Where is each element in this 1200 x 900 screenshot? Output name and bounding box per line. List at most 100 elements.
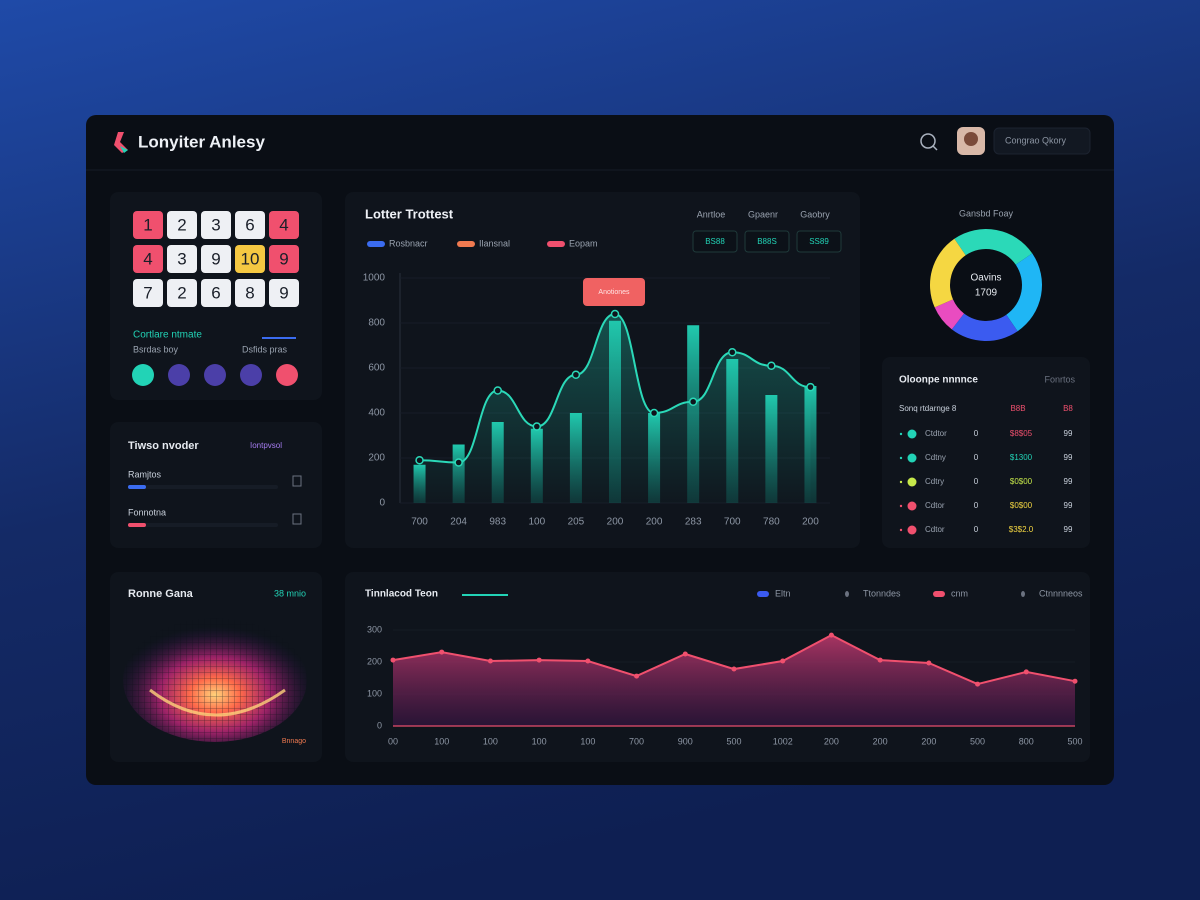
y-tick-label: 100 (367, 688, 382, 698)
table-cell: 99 (1064, 501, 1073, 510)
filter-button[interactable] (744, 230, 790, 253)
donut-segment (934, 299, 965, 330)
sub-label: Bsrdas boy (133, 344, 179, 354)
number-label: 9 (279, 283, 288, 302)
x-tick-label: 780 (763, 517, 780, 528)
table-cell: 0 (974, 501, 979, 510)
x-tick-label: 500 (726, 736, 741, 746)
row-dot (907, 453, 917, 463)
selector-dot[interactable] (276, 364, 298, 386)
x-tick-label: 500 (1067, 736, 1082, 746)
y-tick-label: 0 (377, 720, 382, 730)
heatmap-grid (123, 618, 307, 742)
legend-label: Ttonndes (863, 588, 901, 598)
panel-title: Ronne Gana (128, 588, 194, 600)
number-cell (133, 279, 163, 307)
x-tick-label: 700 (629, 736, 644, 746)
legend-swatch (845, 591, 849, 597)
app-title: Lonyiter Anlesy (138, 132, 265, 151)
donut-title: Gansbd Foay (959, 208, 1014, 218)
line-point (571, 370, 581, 379)
table-cell: 0 (974, 429, 979, 438)
number-label: 6 (211, 283, 220, 302)
row-dot (907, 477, 917, 487)
row-bullet (899, 432, 903, 436)
chart-title: Tinnlacod Teon (365, 589, 438, 600)
filter-button-label: BS88 (705, 237, 725, 246)
area-point (877, 657, 883, 663)
number-label: 2 (177, 215, 186, 234)
panel-label: Cortlare ntmate (133, 330, 202, 341)
filter-button-label: B88S (757, 237, 777, 246)
y-tick-label: 400 (368, 408, 385, 419)
filter-label: Gaobry (800, 209, 830, 219)
row-bullet (899, 528, 903, 532)
line-point (454, 458, 463, 467)
table-title: Oloonpe nnnnce (899, 375, 978, 386)
area-fill (393, 635, 1075, 726)
row-bullet (899, 456, 903, 460)
row-dot (907, 429, 917, 439)
panel-tag: Iontpvsol (250, 441, 282, 450)
area-point (1023, 669, 1029, 675)
area-point (975, 681, 981, 687)
number-label: 3 (177, 249, 186, 268)
filter-button[interactable] (692, 230, 738, 253)
table-cell: $3$2.0 (1009, 525, 1034, 534)
x-tick-label: 1002 (773, 736, 793, 746)
filter-button-label: SS89 (809, 237, 829, 246)
number-label: 10 (241, 249, 260, 268)
legend-label: Eopam (569, 238, 598, 248)
legend-swatch (457, 241, 475, 247)
donut-center-label: Oavins (970, 273, 1001, 284)
row-bullet (899, 480, 903, 484)
line-point (532, 422, 542, 431)
trend-checkbox[interactable] (292, 513, 302, 525)
heatmap-ridge (149, 688, 286, 717)
table-cell: Ctdtor (925, 429, 947, 438)
trend-track (128, 523, 278, 527)
legend-swatch (367, 241, 385, 247)
selector-dot[interactable] (240, 364, 262, 386)
table-cell: Cdtor (925, 525, 945, 534)
search-icon[interactable] (920, 133, 936, 149)
filter-button[interactable] (796, 230, 842, 253)
x-tick-label: 205 (568, 517, 585, 528)
y-tick-label: 800 (368, 318, 385, 329)
table-header: B8 (1063, 404, 1073, 413)
filter-label: Anrtloe (697, 209, 726, 219)
selector-dot[interactable] (168, 364, 190, 386)
selector-dot[interactable] (132, 364, 154, 386)
trend-checkbox[interactable] (292, 475, 302, 487)
x-tick-label: 100 (580, 736, 595, 746)
number-label: 6 (245, 215, 254, 234)
x-tick-label: 500 (970, 736, 985, 746)
table-cell: $0$00 (1010, 477, 1033, 486)
legend-swatch (757, 591, 769, 597)
avatar-face (964, 132, 978, 146)
table-cell: 0 (974, 477, 979, 486)
area-point (731, 666, 737, 672)
area-point (487, 658, 493, 664)
panel-title: Tiwso nvoder (128, 440, 199, 452)
row-dot (907, 525, 917, 535)
number-cell (201, 279, 231, 307)
table-cell: $0$00 (1010, 501, 1033, 510)
y-tick-label: 600 (368, 363, 385, 374)
annotation-box (583, 278, 645, 306)
x-tick-label: 700 (411, 517, 428, 528)
area-point (634, 673, 640, 679)
selector-dot[interactable] (204, 364, 226, 386)
number-cell (235, 279, 265, 307)
number-label: 4 (279, 215, 288, 234)
x-tick-label: 900 (678, 736, 693, 746)
line-point (415, 456, 424, 465)
area-point (536, 657, 542, 663)
y-tick-label: 200 (368, 453, 385, 464)
legend-label: Rosbnacr (389, 238, 428, 248)
x-tick-label: 700 (724, 517, 741, 528)
number-cell (269, 245, 299, 273)
x-tick-label: 200 (802, 517, 819, 528)
user-pill[interactable] (993, 127, 1091, 155)
number-cell (235, 245, 265, 273)
